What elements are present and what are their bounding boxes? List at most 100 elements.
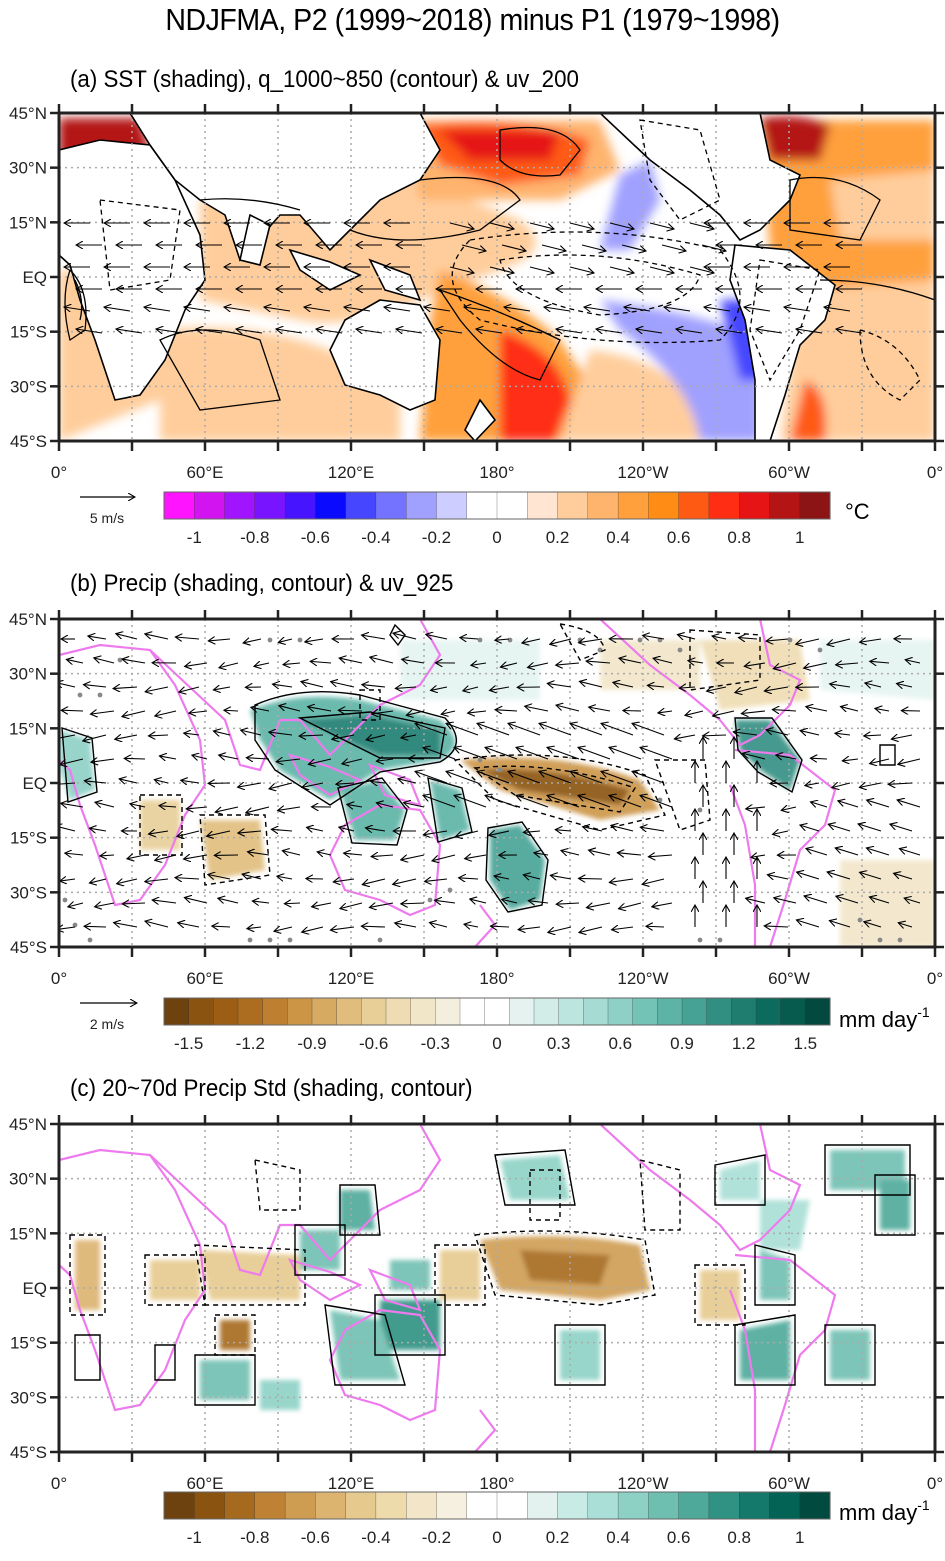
y-tick-label: 45°N (9, 104, 47, 123)
wind-vector (601, 771, 634, 784)
significance-dot (717, 937, 723, 943)
wind-vector (145, 879, 169, 882)
wind-vector (744, 663, 766, 666)
wind-vector (212, 926, 231, 927)
colorbar-swatch (557, 491, 589, 520)
wind-vector (490, 687, 510, 690)
y-tick-label: 30°S (10, 377, 47, 396)
significance-dot (657, 797, 663, 803)
wind-vector (570, 771, 603, 784)
wind-vector (145, 634, 169, 640)
colorbar-tick-label: -0.8 (240, 528, 269, 547)
panel-c-contours (74, 1144, 916, 1406)
colorbar-a-unit: °C (845, 499, 870, 524)
wind-vector (371, 782, 386, 783)
wind-vector (276, 759, 301, 762)
significance-dot (72, 922, 78, 928)
wind-vector (864, 735, 882, 736)
wind-vector (66, 659, 84, 663)
wind-vector (647, 685, 665, 687)
wind-vector (832, 783, 851, 788)
colorbar-swatch (254, 491, 286, 520)
wind-vector (189, 711, 208, 713)
colorbar-tick-label: 0.3 (547, 1034, 571, 1053)
wind-vector (621, 244, 646, 251)
colorbar-tick-label: -0.4 (361, 1528, 390, 1547)
colorbar-swatch (527, 491, 559, 520)
wind-vector (305, 639, 324, 642)
panel-a-shading (59, 113, 935, 441)
wind-vector (712, 636, 727, 639)
wind-vector (898, 758, 921, 764)
wind-vector (88, 636, 107, 639)
wind-vector (116, 329, 143, 333)
colorbar-swatch (769, 491, 801, 520)
panel-a-axes: 0° 60°E 120°E 180° 120°W 60°W 0° 45°N 30°N 15°N EQ… (9, 104, 944, 482)
wind-vector (500, 663, 518, 667)
colorbar-swatch (805, 997, 831, 1026)
wind-vector (612, 927, 634, 930)
colorbar-swatch (345, 491, 377, 520)
wind-vector (773, 831, 789, 834)
wind-vector (539, 723, 572, 736)
significance-dot (477, 757, 483, 763)
wind-vector (177, 830, 200, 837)
wind-vector (429, 923, 448, 927)
wind-vector (529, 222, 554, 229)
wind-vector (90, 711, 115, 714)
wind-vector (278, 639, 293, 642)
wind-vector (897, 800, 921, 808)
wind-vector (704, 307, 731, 311)
x-tick-label: 180° (479, 969, 514, 988)
y-tick-label: 45°N (9, 610, 47, 629)
wind-vector (402, 659, 425, 663)
colorbar-tick-label: 0.2 (546, 528, 570, 547)
wind-vector (246, 806, 270, 813)
wind-vector (208, 874, 231, 879)
wind-vector (836, 896, 859, 904)
colorbar-tick-label: 0.2 (546, 1528, 570, 1547)
colorbar-tick-label: -0.3 (421, 1034, 450, 1053)
y-tick-label: 45°N (9, 1115, 47, 1134)
colorbar-tick-label: -1 (187, 1528, 202, 1547)
x-tick-label: 0° (927, 463, 943, 482)
colorbar-outline (163, 997, 831, 1026)
wind-vector (274, 927, 293, 931)
colorbar-swatch (681, 997, 708, 1026)
wind-vector (61, 710, 84, 711)
significance-dot (637, 637, 643, 643)
wind-vector (284, 903, 301, 904)
wind-vector (208, 639, 231, 641)
wind-vector (501, 244, 526, 251)
wind-vector (185, 663, 208, 666)
wind-vector (544, 307, 571, 311)
wind-vector (586, 661, 611, 663)
colorbar-swatch (436, 491, 468, 520)
colorbar-b-unit-exponent: -1 (917, 1004, 930, 1020)
colorbar-swatch (262, 997, 288, 1026)
wind-vector (776, 755, 797, 759)
colorbar-outline (163, 491, 831, 520)
wind-vector (192, 755, 208, 759)
wind-vector (596, 329, 623, 333)
wind-vector (617, 853, 642, 855)
wind-vector (764, 687, 789, 691)
wind-vector (145, 687, 169, 692)
wind-vector (471, 663, 487, 665)
y-tick-label: 15°S (10, 1334, 47, 1353)
wind-vector (446, 771, 479, 784)
wind-vector (455, 830, 479, 837)
wind-vector (534, 853, 549, 855)
wind-vector (875, 708, 890, 711)
colorbar-swatch (583, 997, 609, 1026)
wind-vector (860, 872, 882, 880)
y-tick-label: 15°N (9, 213, 47, 232)
y-tick-label: 30°N (9, 665, 47, 684)
wind-vector (127, 855, 146, 859)
wind-vector (579, 926, 603, 933)
x-tick-label: 120°E (328, 463, 375, 482)
x-tick-label: 180° (479, 1474, 514, 1493)
wind-vector (556, 705, 580, 712)
colorbar-swatch (406, 1491, 438, 1520)
wind-vector (104, 307, 131, 311)
